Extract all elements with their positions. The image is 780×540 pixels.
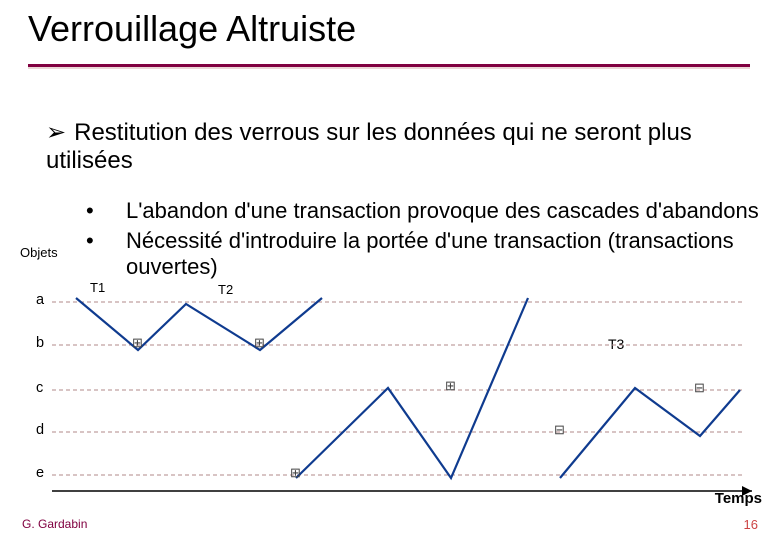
chart-svg bbox=[0, 0, 780, 540]
y-label-d: d bbox=[36, 422, 44, 438]
series-T2 bbox=[296, 298, 528, 478]
series-T3 bbox=[560, 388, 740, 478]
footer-author: G. Gardabin bbox=[22, 517, 87, 531]
y-label-e: e bbox=[36, 465, 44, 481]
series-T1 bbox=[76, 298, 322, 350]
y-label-b: b bbox=[36, 335, 44, 351]
chart-marker-icon: ⊞ bbox=[254, 335, 264, 351]
x-axis-label: Temps bbox=[715, 490, 762, 507]
chart-marker-icon: ⊟ bbox=[554, 422, 564, 438]
chart-marker-icon: ⊞ bbox=[445, 378, 455, 394]
y-label-c: c bbox=[36, 380, 43, 396]
chart-marker-icon: ⊞ bbox=[132, 335, 142, 351]
chart-marker-icon: ⊟ bbox=[694, 380, 704, 396]
y-label-a: a bbox=[36, 292, 44, 308]
chart-marker-icon: ⊞ bbox=[290, 465, 300, 481]
page-number: 16 bbox=[744, 517, 758, 532]
